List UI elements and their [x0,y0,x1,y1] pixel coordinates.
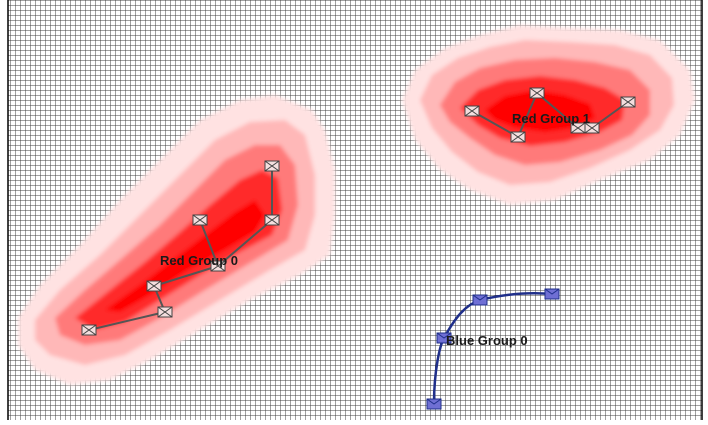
group-label-red-group-1: Red Group 1 [512,111,590,126]
group-label-blue-group-0: Blue Group 0 [446,333,528,348]
envelope-unit-icon[interactable] [264,160,280,172]
envelope-unit-icon[interactable] [210,260,226,272]
envelope-unit-icon[interactable] [510,131,526,143]
envelope-unit-icon[interactable] [620,96,636,108]
blue-unit-icon[interactable] [426,398,442,410]
group-label-red-group-0: Red Group 0 [160,253,238,268]
envelope-unit-icon[interactable] [192,214,208,226]
envelope-unit-icon[interactable] [157,306,173,318]
envelope-unit-icon[interactable] [264,214,280,226]
envelope-unit-icon[interactable] [464,105,480,117]
blue-unit-icon[interactable] [472,294,488,306]
units-blue-group-0 [426,288,560,410]
envelope-unit-icon[interactable] [146,280,162,292]
links-blue-group-0 [432,292,553,405]
units-red-group-1 [464,87,636,143]
envelope-unit-icon[interactable] [81,324,97,336]
heat-area-red-group-0 [18,95,335,385]
envelope-unit-icon[interactable] [584,122,600,134]
blue-unit-icon[interactable] [544,288,560,300]
envelope-unit-icon[interactable] [529,87,545,99]
units-red-group-0 [81,160,280,336]
blue-unit-icon[interactable] [436,332,452,344]
